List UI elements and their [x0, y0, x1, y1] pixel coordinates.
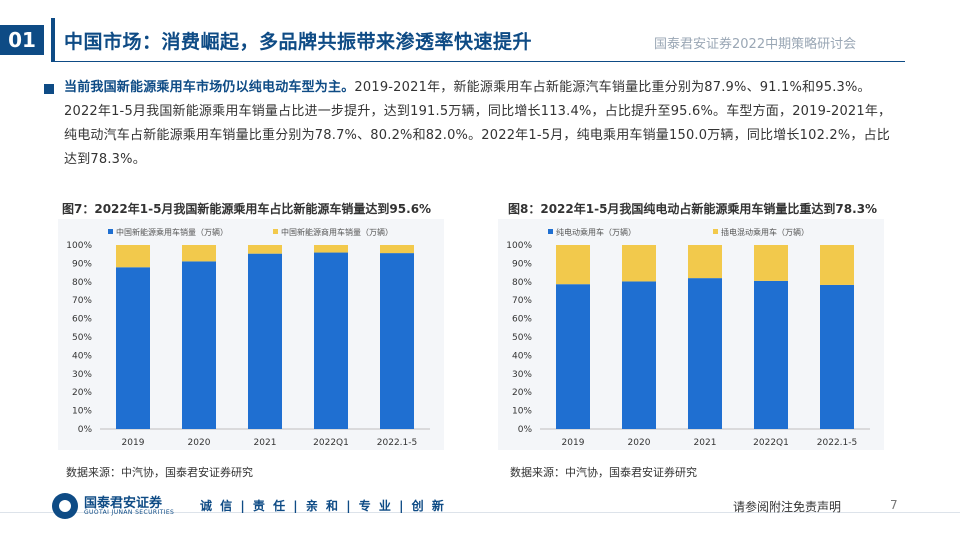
legend-swatch-2 [713, 229, 718, 234]
bar-primary-2022Q1 [314, 252, 348, 429]
bar-primary-2020 [622, 281, 656, 429]
bar-secondary-2020 [182, 245, 216, 262]
body-lead: 当前我国新能源乘用车市场仍以纯电动车型为主。 [64, 80, 355, 95]
bar-secondary-2022Q1 [754, 245, 788, 281]
body-paragraph: 当前我国新能源乘用车市场仍以纯电动车型为主。2019-2021年，新能源乘用车占… [64, 76, 892, 172]
bar-secondary-2022Q1 [314, 245, 348, 253]
chart-7: 中国新能源乘用车销量（万辆） 中国新能源商用车销量（万辆） 0% 10% 20% 30% 4… [66, 227, 430, 448]
y-tick-label: 90% [72, 259, 92, 269]
legend-swatch-1 [108, 229, 113, 234]
legend-label-1: 纯电动乘用车（万辆） [556, 227, 636, 237]
company-slogan: 诚 信 | 责 任 | 亲 和 | 专 业 | 创 新 [200, 499, 446, 513]
x-tick-label: 2022.1-5 [377, 438, 417, 448]
legend-label-2: 中国新能源商用车销量（万辆） [281, 227, 393, 237]
x-tick-label: 2021 [254, 438, 277, 448]
title-accent-bar [51, 18, 55, 62]
y-tick-label: 0% [78, 425, 93, 435]
bar-secondary-2019 [116, 245, 150, 268]
y-tick-label: 40% [72, 351, 92, 361]
y-tick-label: 50% [72, 333, 92, 343]
bullet-square-icon [44, 84, 54, 94]
chart-8: 纯电动乘用车（万辆） 插电混动乘用车（万辆） 0% 10% 20% 30% 40% 50% 60… [506, 227, 870, 448]
y-tick-label: 70% [512, 296, 532, 306]
section-number: 01 [0, 25, 44, 55]
x-tick-label: 2022Q1 [313, 438, 349, 448]
bar-primary-2022Q1 [754, 280, 788, 429]
y-tick-label: 90% [512, 259, 532, 269]
footer-divider [0, 512, 960, 513]
figure-8-source: 数据来源：中汽协，国泰君安证券研究 [510, 466, 697, 479]
header-divider [51, 61, 905, 62]
chart-8-panel: 纯电动乘用车（万辆） 插电混动乘用车（万辆） 0% 10% 20% 30% 40% 50% 60… [498, 219, 884, 450]
bar-secondary-2020 [622, 245, 656, 282]
body-text: 2019-2021年，新能源乘用车占新能源汽车销量比重分别为87.9%、91.1… [64, 80, 892, 167]
bar-secondary-2019 [556, 245, 590, 285]
y-tick-label: 20% [512, 388, 532, 398]
x-tick-label: 2019 [562, 438, 585, 448]
y-tick-label: 70% [72, 296, 92, 306]
x-tick-label: 2022.1-5 [817, 438, 857, 448]
bar-secondary-2022.1-5 [820, 245, 854, 285]
bar-primary-2021 [688, 278, 722, 429]
y-tick-label: 40% [512, 351, 532, 361]
disclaimer-link[interactable]: 请参阅附注免责声明 [733, 500, 842, 514]
bar-primary-2022.1-5 [380, 253, 414, 429]
company-logo-icon [52, 493, 78, 519]
y-tick-label: 100% [66, 241, 92, 251]
y-tick-label: 80% [512, 278, 532, 288]
y-tick-label: 10% [512, 407, 532, 417]
bar-primary-2020 [182, 261, 216, 429]
legend-swatch-2 [273, 229, 278, 234]
x-tick-label: 2020 [628, 438, 651, 448]
x-tick-label: 2019 [122, 438, 145, 448]
logo-text-cn: 国泰君安证券 [84, 496, 163, 511]
bar-primary-2022.1-5 [820, 284, 854, 429]
y-tick-label: 0% [518, 425, 533, 435]
y-tick-label: 30% [512, 370, 532, 380]
figure-7-title: 图7：2022年1-5月我国新能源乘用车占比新能源车销量达到95.6% [62, 202, 432, 216]
bar-secondary-2021 [248, 245, 282, 254]
x-tick-label: 2020 [188, 438, 211, 448]
y-tick-label: 10% [72, 407, 92, 417]
figure-8-title: 图8：2022年1-5月我国纯电动占新能源乘用车销量比重达到78.3% [508, 202, 878, 216]
y-tick-label: 20% [72, 388, 92, 398]
page-title: 中国市场：消费崛起，多品牌共振带来渗透率快速提升 [64, 31, 533, 53]
chart-7-panel: 中国新能源乘用车销量（万辆） 中国新能源商用车销量（万辆） 0% 10% 20% 30% 4… [58, 219, 444, 450]
legend-label-2: 插电混动乘用车（万辆） [721, 227, 809, 237]
y-tick-label: 60% [512, 315, 532, 325]
legend-swatch-1 [548, 229, 553, 234]
y-tick-label: 30% [72, 370, 92, 380]
legend-label-1: 中国新能源乘用车销量（万辆） [116, 227, 228, 237]
bar-secondary-2022.1-5 [380, 245, 414, 254]
x-tick-label: 2022Q1 [753, 438, 789, 448]
bar-primary-2019 [116, 267, 150, 429]
figure-7-source: 数据来源：中汽协，国泰君安证券研究 [66, 466, 253, 479]
page-number: 7 [890, 498, 898, 512]
bar-primary-2019 [556, 284, 590, 429]
bar-secondary-2021 [688, 245, 722, 279]
y-tick-label: 80% [72, 278, 92, 288]
y-tick-label: 50% [512, 333, 532, 343]
x-tick-label: 2021 [694, 438, 717, 448]
logo-text-en: GUOTAI JUNAN SECURITIES [84, 509, 175, 516]
bar-primary-2021 [248, 253, 282, 429]
conference-name: 国泰君安证券2022中期策略研讨会 [654, 37, 857, 52]
y-tick-label: 60% [72, 315, 92, 325]
y-tick-label: 100% [506, 241, 532, 251]
